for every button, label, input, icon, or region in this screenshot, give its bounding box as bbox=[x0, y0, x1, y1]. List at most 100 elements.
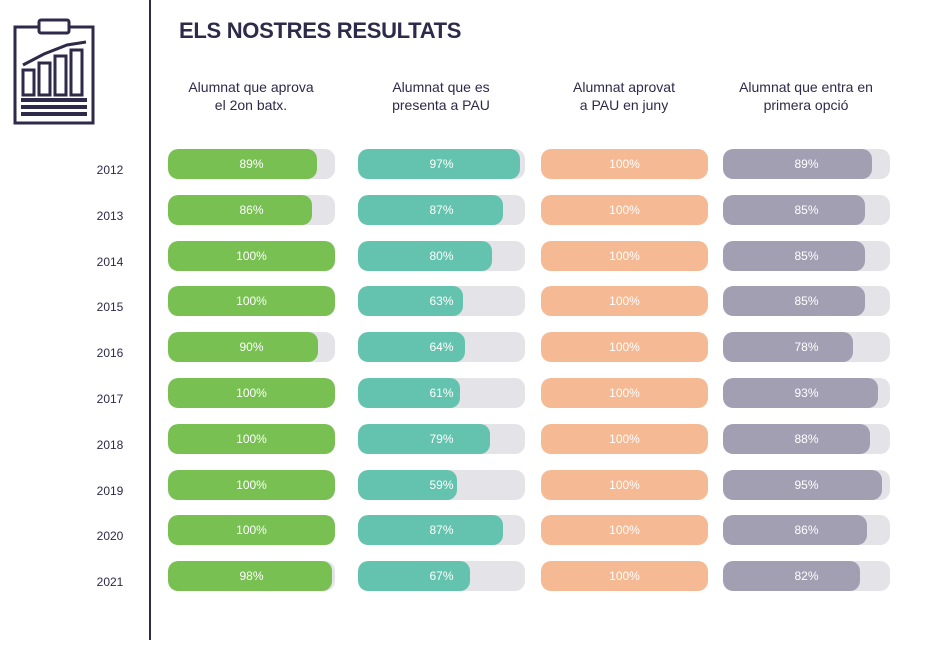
bar bbox=[358, 561, 470, 592]
clipboard-chart-icon bbox=[13, 18, 95, 125]
column-header-line: presenta a PAU bbox=[392, 97, 490, 113]
bar-track: 100% bbox=[541, 423, 708, 454]
column-header: Alumnat que aprova el 2on batx. bbox=[161, 78, 341, 114]
bar bbox=[168, 378, 335, 408]
bar-value-label: 82% bbox=[794, 569, 819, 584]
bar-value-label: 88% bbox=[794, 431, 819, 446]
year-label: 2020 bbox=[96, 529, 124, 544]
bar-track: 63% bbox=[358, 286, 525, 317]
column-header-line: el 2on batx. bbox=[214, 97, 288, 113]
bar-value-label: 100% bbox=[236, 523, 267, 538]
year-label: 2019 bbox=[96, 483, 124, 498]
bar-value-label: 86% bbox=[794, 523, 819, 538]
bar-track: 88% bbox=[723, 423, 890, 454]
bar-track: 86% bbox=[723, 515, 890, 546]
bar-track: 100% bbox=[541, 286, 708, 317]
bar bbox=[541, 561, 708, 592]
year-label: 2014 bbox=[96, 254, 124, 269]
bar bbox=[723, 561, 860, 592]
bar-value-label: 93% bbox=[794, 386, 819, 400]
bar-value-label: 67% bbox=[429, 569, 454, 584]
bar-track: 100% bbox=[168, 378, 335, 408]
bar-value-label: 87% bbox=[429, 202, 454, 217]
bar-value-label: 85% bbox=[794, 294, 819, 309]
bar-value-label: 100% bbox=[236, 248, 267, 263]
bar-value-label: 100% bbox=[236, 477, 267, 492]
bar-value-label: 100% bbox=[236, 294, 267, 309]
bar-value-label: 100% bbox=[609, 202, 640, 217]
bar bbox=[358, 286, 464, 317]
bar-track: 95% bbox=[723, 469, 890, 500]
bar bbox=[723, 423, 870, 454]
bar-track: 80% bbox=[358, 240, 525, 271]
bar-track: 87% bbox=[358, 194, 525, 225]
divider-line bbox=[149, 0, 151, 640]
bar bbox=[358, 423, 490, 454]
bar bbox=[358, 194, 504, 225]
bar-value-label: 86% bbox=[239, 202, 264, 217]
bar bbox=[358, 378, 460, 408]
bar-value-label: 97% bbox=[429, 157, 454, 171]
bar bbox=[541, 469, 708, 500]
bar bbox=[358, 149, 520, 179]
bar-track: 100% bbox=[168, 469, 335, 500]
bar bbox=[541, 332, 708, 363]
bar-value-label: 100% bbox=[609, 157, 640, 171]
bar-value-label: 98% bbox=[239, 569, 264, 584]
bar-value-label: 100% bbox=[609, 477, 640, 492]
bar-value-label: 85% bbox=[794, 202, 819, 217]
bar bbox=[168, 194, 312, 225]
bar-track: 100% bbox=[168, 423, 335, 454]
bar-track: 59% bbox=[358, 469, 525, 500]
bar-track: 64% bbox=[358, 332, 525, 363]
bar-track: 100% bbox=[541, 240, 708, 271]
bar-value-label: 100% bbox=[236, 386, 267, 400]
bar bbox=[541, 286, 708, 317]
bar-value-label: 63% bbox=[429, 294, 454, 309]
bar-value-label: 100% bbox=[609, 569, 640, 584]
bar bbox=[541, 240, 708, 271]
bar-track: 93% bbox=[723, 378, 890, 408]
column-header-line: primera opció bbox=[763, 97, 849, 113]
bar-track: 89% bbox=[168, 149, 335, 179]
bar-value-label: 59% bbox=[429, 477, 454, 492]
bar bbox=[723, 469, 882, 500]
bar bbox=[358, 469, 457, 500]
column-header: Alumnat aprovat a PAU en juny bbox=[534, 78, 714, 114]
bar-value-label: 90% bbox=[239, 340, 264, 355]
bar-value-label: 100% bbox=[609, 294, 640, 309]
bar bbox=[723, 149, 872, 179]
bar-value-label: 61% bbox=[429, 386, 454, 400]
column-header-line: Alumnat que entra en bbox=[739, 79, 873, 95]
bar-track: 78% bbox=[723, 332, 890, 363]
column-header-line: a PAU en juny bbox=[579, 97, 669, 113]
bar-track: 67% bbox=[358, 561, 525, 592]
bar bbox=[358, 515, 504, 546]
bar-value-label: 79% bbox=[429, 431, 454, 446]
bar bbox=[723, 515, 867, 546]
bar bbox=[358, 240, 492, 271]
bar-track: 100% bbox=[168, 240, 335, 271]
bar-value-label: 100% bbox=[236, 431, 267, 446]
bar-value-label: 89% bbox=[239, 157, 264, 171]
year-label: 2013 bbox=[96, 208, 124, 223]
year-label: 2017 bbox=[96, 392, 124, 406]
year-label: 2018 bbox=[96, 437, 124, 452]
bar-track: 100% bbox=[541, 332, 708, 363]
bar-value-label: 100% bbox=[609, 340, 640, 355]
bar bbox=[723, 378, 879, 408]
bar bbox=[723, 332, 854, 363]
bar-track: 100% bbox=[168, 515, 335, 546]
bar-track: 86% bbox=[168, 194, 335, 225]
column-header-line: Alumnat que es bbox=[392, 79, 490, 95]
bar-track: 100% bbox=[541, 469, 708, 500]
bar-track: 82% bbox=[723, 561, 890, 592]
bar-track: 90% bbox=[168, 332, 335, 363]
bar-track: 89% bbox=[723, 149, 890, 179]
bar bbox=[723, 194, 865, 225]
bar-track: 100% bbox=[168, 286, 335, 317]
column-header-line: Alumnat aprovat bbox=[573, 79, 675, 95]
bar-track: 97% bbox=[358, 149, 525, 179]
bar-track: 85% bbox=[723, 240, 890, 271]
bar bbox=[358, 332, 465, 363]
